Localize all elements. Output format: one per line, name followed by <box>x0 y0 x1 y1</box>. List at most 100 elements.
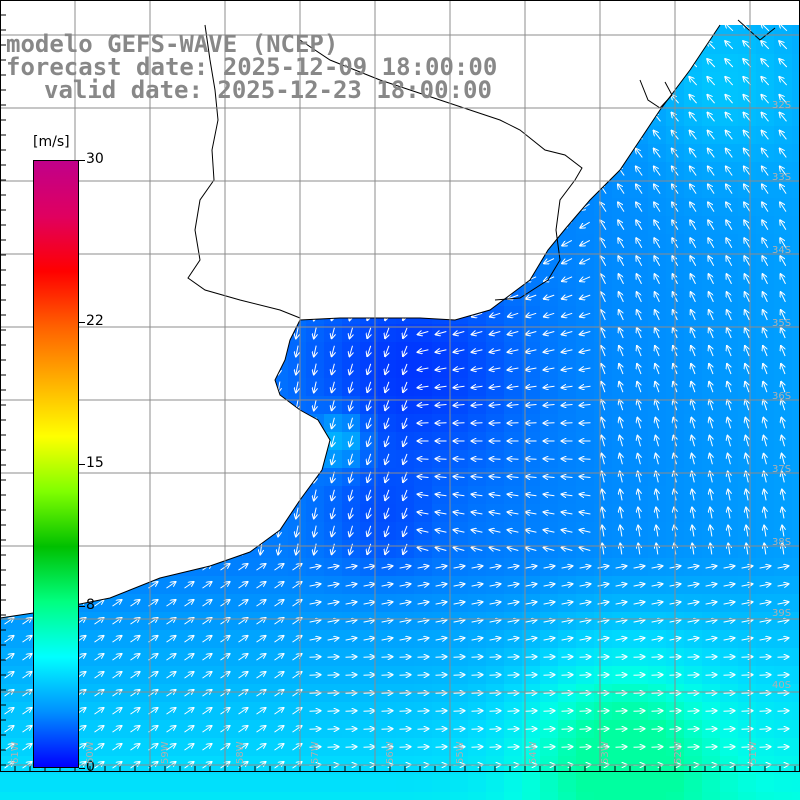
field-cell <box>648 792 666 800</box>
wind-arrow <box>367 273 370 284</box>
field-cell <box>234 522 252 540</box>
wind-arrow <box>510 76 517 86</box>
field-cell <box>594 72 612 90</box>
wind-arrow <box>544 203 554 210</box>
field-cell <box>18 108 36 126</box>
field-cell <box>342 162 360 180</box>
wind-arrow <box>26 183 29 195</box>
field-cell <box>288 126 306 144</box>
wind-arrow <box>278 201 280 213</box>
wind-arrow <box>260 183 261 195</box>
field-cell <box>396 774 414 792</box>
wind-arrow <box>562 203 572 210</box>
field-cell <box>288 216 306 234</box>
field-cell <box>324 144 342 162</box>
field-cell <box>162 342 180 360</box>
wind-arrow <box>363 657 375 658</box>
wind-arrow <box>98 489 99 501</box>
field-cell <box>540 72 558 90</box>
wind-arrow <box>44 4 46 15</box>
field-cell <box>162 558 180 576</box>
field-cell <box>630 36 648 54</box>
wind-arrow <box>116 525 117 537</box>
field-cell <box>198 774 216 792</box>
field-cell <box>792 594 800 612</box>
wind-arrow <box>350 237 353 249</box>
wind-arrow <box>454 276 465 281</box>
field-cell <box>468 180 486 198</box>
field-cell <box>324 792 342 800</box>
wind-arrow <box>403 237 407 248</box>
field-cell <box>414 180 432 198</box>
field-cell <box>108 432 126 450</box>
wind-arrow <box>278 489 280 501</box>
field-cell <box>144 504 162 522</box>
field-cell <box>144 396 162 414</box>
wind-arrow <box>687 693 699 694</box>
field-cell <box>126 468 144 486</box>
field-cell <box>450 288 468 306</box>
field-cell <box>288 288 306 306</box>
wind-arrow <box>653 25 662 32</box>
field-cell <box>576 126 594 144</box>
field-cell <box>162 216 180 234</box>
wind-arrow <box>135 147 136 159</box>
wind-arrow <box>385 4 389 14</box>
field-cell <box>198 792 216 800</box>
wind-arrow <box>687 657 699 658</box>
field-cell <box>774 25 792 36</box>
field-cell <box>414 0 432 18</box>
field-cell <box>792 252 800 270</box>
latitude-label: 33S <box>772 172 792 183</box>
wind-arrow <box>509 149 518 156</box>
field-cell <box>450 252 468 270</box>
wind-arrow <box>80 147 82 159</box>
field-cell <box>558 216 576 234</box>
wind-arrow <box>135 255 136 267</box>
field-cell <box>432 252 450 270</box>
field-cell <box>792 108 800 126</box>
field-cell <box>486 252 504 270</box>
wind-arrow <box>345 729 357 730</box>
wind-arrow <box>242 129 243 141</box>
field-cell <box>252 774 270 792</box>
wind-arrow <box>435 711 447 712</box>
field-cell <box>558 36 576 54</box>
wind-arrow <box>563 130 572 139</box>
field-cell <box>630 0 648 18</box>
field-cell <box>162 432 180 450</box>
field-cell <box>0 144 18 162</box>
wind-arrow <box>651 675 663 676</box>
wind-arrow <box>492 4 497 14</box>
wind-arrow <box>367 129 370 140</box>
field-cell <box>792 180 800 198</box>
field-cell <box>684 36 702 54</box>
field-cell <box>414 126 432 144</box>
field-cell <box>504 25 522 36</box>
wind-arrow <box>438 40 445 49</box>
field-cell <box>18 90 36 108</box>
wind-arrow <box>564 76 571 86</box>
wind-arrow <box>8 111 11 123</box>
wind-arrow <box>314 435 316 447</box>
field-cell <box>198 198 216 216</box>
field-cell <box>648 0 666 18</box>
field-cell <box>342 0 360 18</box>
field-cell <box>342 108 360 126</box>
wind-arrow <box>472 239 483 245</box>
wind-arrow <box>403 147 407 158</box>
wind-arrow <box>260 345 261 357</box>
field-cell <box>162 486 180 504</box>
wind-arrow <box>278 183 280 195</box>
wind-arrow <box>112 564 122 571</box>
wind-arrow <box>490 258 501 264</box>
wind-arrow <box>455 112 464 121</box>
wind-arrow <box>526 203 536 210</box>
colorbar-tick-mark <box>79 464 85 465</box>
field-cell <box>792 270 800 288</box>
wind-arrow <box>314 291 316 303</box>
wind-arrow <box>490 203 500 210</box>
field-cell <box>252 450 270 468</box>
colorbar-tick-mark <box>79 768 85 769</box>
wind-arrow <box>635 25 644 32</box>
